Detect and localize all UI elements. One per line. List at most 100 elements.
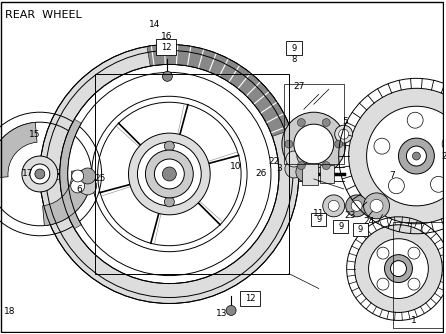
Circle shape (286, 151, 302, 167)
Circle shape (226, 306, 236, 315)
Circle shape (377, 278, 389, 290)
Circle shape (374, 138, 390, 154)
Circle shape (285, 140, 293, 148)
Text: 9: 9 (291, 44, 297, 53)
Circle shape (282, 112, 346, 176)
Text: 12: 12 (161, 43, 172, 52)
Circle shape (339, 129, 349, 139)
FancyBboxPatch shape (353, 223, 368, 236)
Circle shape (367, 106, 446, 206)
Circle shape (165, 141, 174, 151)
Circle shape (80, 168, 95, 184)
Circle shape (145, 150, 193, 198)
Circle shape (78, 177, 97, 195)
Circle shape (128, 133, 210, 215)
Wedge shape (43, 169, 91, 225)
Circle shape (71, 179, 85, 193)
Text: 3: 3 (276, 164, 282, 173)
Text: 14: 14 (149, 20, 160, 29)
Circle shape (370, 199, 383, 212)
Circle shape (296, 162, 316, 182)
Circle shape (322, 162, 330, 170)
Circle shape (379, 156, 398, 176)
Text: 2: 2 (442, 152, 446, 161)
Circle shape (297, 119, 306, 127)
Bar (95, 74, 289, 274)
Circle shape (413, 152, 421, 160)
Circle shape (346, 195, 368, 217)
Circle shape (60, 64, 279, 284)
Circle shape (162, 71, 172, 81)
Text: 22: 22 (268, 157, 280, 166)
Text: 8: 8 (291, 55, 297, 64)
Circle shape (442, 136, 446, 152)
FancyBboxPatch shape (157, 39, 176, 55)
Circle shape (368, 239, 428, 299)
Circle shape (363, 193, 389, 219)
Circle shape (154, 159, 184, 189)
Text: 7: 7 (390, 171, 395, 180)
Text: 12: 12 (245, 294, 255, 303)
Circle shape (294, 124, 334, 164)
Text: 6: 6 (77, 185, 83, 194)
Circle shape (430, 176, 446, 192)
FancyBboxPatch shape (286, 41, 302, 55)
Text: 1: 1 (411, 316, 416, 325)
Circle shape (334, 140, 343, 148)
Circle shape (355, 225, 442, 312)
Text: 9: 9 (338, 222, 343, 231)
Circle shape (407, 112, 423, 128)
Text: 24: 24 (363, 217, 374, 226)
Text: 16: 16 (161, 32, 172, 41)
Text: 10: 10 (230, 162, 242, 170)
FancyBboxPatch shape (311, 213, 326, 226)
Circle shape (30, 164, 50, 184)
FancyBboxPatch shape (333, 220, 348, 233)
Circle shape (297, 162, 306, 170)
Circle shape (351, 200, 362, 211)
Circle shape (384, 255, 413, 283)
Circle shape (371, 148, 406, 184)
Circle shape (162, 167, 176, 181)
Circle shape (388, 178, 405, 194)
Text: 13: 13 (216, 309, 228, 318)
Circle shape (328, 200, 339, 211)
Circle shape (72, 170, 84, 182)
Text: 26: 26 (255, 169, 267, 178)
Text: 15: 15 (29, 130, 41, 139)
Circle shape (398, 138, 434, 174)
Circle shape (377, 247, 389, 259)
Wedge shape (147, 44, 291, 137)
Bar (320, 165, 334, 183)
Text: 18: 18 (4, 307, 16, 316)
Text: 5: 5 (342, 117, 347, 126)
Text: 23: 23 (344, 211, 355, 220)
Text: 9: 9 (358, 225, 363, 234)
Circle shape (334, 125, 353, 143)
Circle shape (406, 146, 426, 166)
Circle shape (137, 142, 201, 206)
Text: REAR  WHEEL: REAR WHEEL (5, 10, 82, 20)
FancyBboxPatch shape (240, 291, 260, 307)
Circle shape (391, 261, 406, 277)
Text: 27: 27 (293, 82, 305, 91)
Circle shape (40, 44, 299, 304)
Bar (302, 163, 318, 185)
Circle shape (323, 195, 345, 217)
Circle shape (349, 88, 446, 224)
Bar (284, 84, 344, 164)
Bar (393, 222, 446, 328)
Circle shape (165, 197, 174, 207)
Text: 11: 11 (313, 209, 325, 218)
Circle shape (322, 119, 330, 127)
Circle shape (408, 278, 420, 290)
Text: 9: 9 (316, 215, 322, 224)
Wedge shape (60, 119, 81, 229)
Circle shape (35, 169, 45, 179)
Text: 17: 17 (22, 169, 33, 178)
Text: 25: 25 (94, 174, 105, 183)
Circle shape (408, 247, 420, 259)
Wedge shape (0, 122, 37, 178)
Circle shape (285, 160, 303, 178)
Circle shape (297, 147, 315, 165)
